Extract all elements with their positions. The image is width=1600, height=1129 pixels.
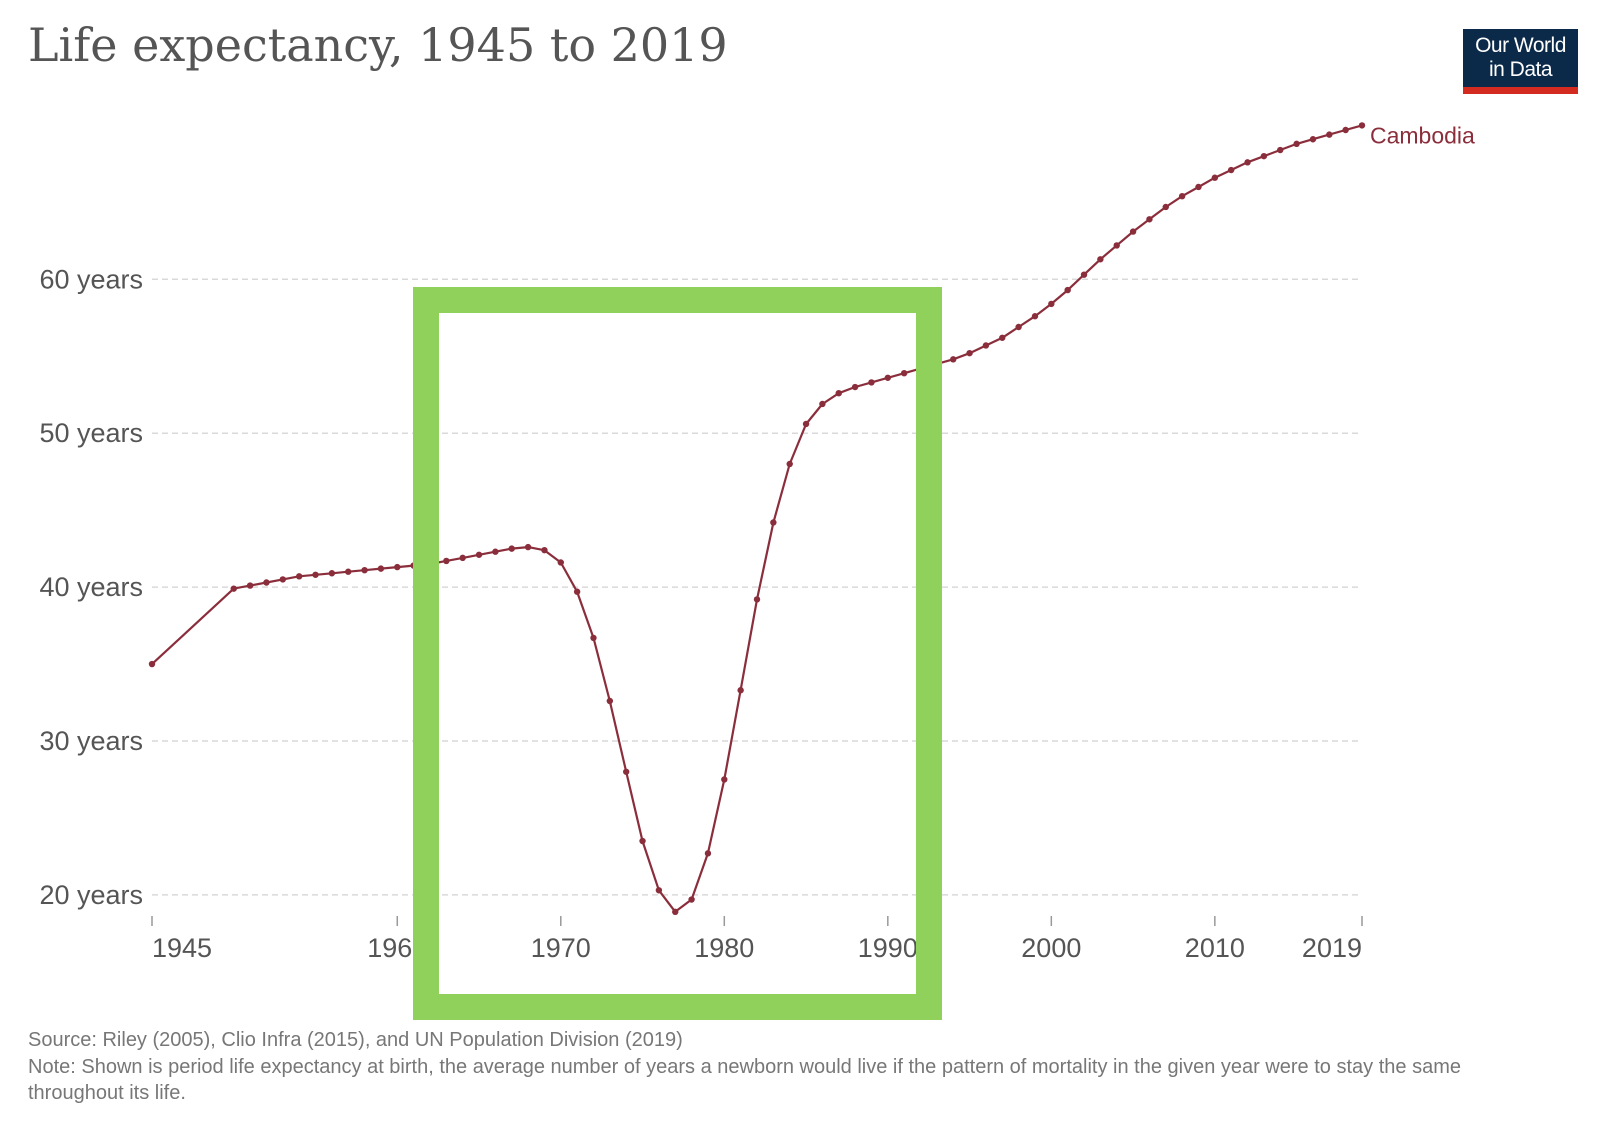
data-point [1031,313,1039,320]
data-point [672,908,679,916]
data-point [508,545,515,552]
data-point [345,568,352,575]
x-tick-label: 1990 [858,933,918,963]
grid-lines [152,278,1362,896]
data-point [1260,152,1268,160]
data-point [851,383,859,391]
x-tick-label: 1970 [531,933,591,963]
highlight-box [413,287,942,1020]
data-point [590,634,597,642]
data-point [835,389,842,397]
data-point [377,565,385,572]
data-point [639,837,646,845]
data-point [770,519,777,526]
series-line [151,124,1363,913]
data-point [246,582,254,589]
data-point [1326,131,1333,138]
y-tick-label: 40 years [39,572,143,602]
y-tick-label: 20 years [39,880,143,910]
data-point [443,557,450,565]
data-point [1129,228,1137,235]
data-point [1064,286,1071,294]
data-point [1211,174,1219,181]
data-point [868,379,875,386]
data-point [492,548,499,555]
x-tick-label: 2010 [1185,933,1245,963]
x-tick-label: 2019 [1302,933,1362,963]
data-point [1277,146,1284,154]
owid-logo-box: Our World in Data [1463,29,1578,87]
data-point [819,400,826,408]
data-point [999,334,1006,341]
data-point [541,546,548,554]
data-point [524,543,532,551]
data-point [786,460,793,468]
data-point [900,369,908,377]
data-point [606,697,614,705]
data-point [394,563,401,571]
data-point [1195,183,1202,191]
data-point [737,687,744,694]
owid-logo-stripe [1463,87,1578,94]
data-point [802,420,810,428]
data-point [704,850,712,857]
y-tick-label: 50 years [39,418,143,448]
data-point [1244,159,1251,166]
data-point [475,551,483,558]
x-tick-label: 1980 [694,933,754,963]
source-text: Source: Riley (2005), Clio Infra (2015),… [28,1029,683,1051]
data-point [361,566,368,574]
data-point [312,571,319,578]
data-point [1080,271,1088,278]
x-tick-label: 2000 [1021,933,1081,963]
data-point [1146,216,1153,223]
data-point [950,356,957,363]
data-point [1342,126,1349,134]
x-axis: 1945 1960 1970 1980 1990 2000 2010 2019 [151,916,1363,963]
data-point [328,570,336,577]
data-point [557,559,564,566]
chart-title: Life expectancy, 1945 to 2019 [28,18,728,72]
owid-logo[interactable]: Our World in Data [1463,29,1578,95]
series-label: Cambodia [1370,122,1475,148]
data-point [753,596,761,603]
x-tick-label: 1945 [152,933,212,963]
data-point [721,776,728,783]
data-point [295,573,303,580]
data-point [573,588,581,595]
y-tick-label: 60 years [39,264,143,294]
data-point [1162,203,1169,211]
data-point [884,374,892,381]
series-cambodia: Cambodia [148,122,1475,916]
data-point [966,349,973,357]
data-point [1048,300,1055,308]
data-point [263,579,270,586]
logo-line-2: in Data [1488,58,1553,81]
data-point [1113,242,1120,249]
note-text: Note: Shown is period life expectancy at… [28,1056,1461,1104]
data-point [279,576,287,583]
data-point [1015,323,1022,331]
data-point [688,896,695,903]
logo-line-1: Our World [1475,34,1566,57]
data-point [982,342,990,349]
data-point [148,660,156,668]
data-point [1097,256,1104,263]
y-tick-label: 30 years [39,726,143,756]
data-point [1227,166,1235,174]
y-axis-tick-labels: 20 years 30 years 40 years 50 years 60 years [39,264,143,910]
data-point [1178,192,1186,200]
data-point [622,768,630,775]
data-point [1309,136,1317,143]
data-point [655,887,663,894]
data-point [459,554,466,562]
data-point [1293,140,1300,148]
data-point [1358,122,1366,129]
data-point [230,585,237,592]
